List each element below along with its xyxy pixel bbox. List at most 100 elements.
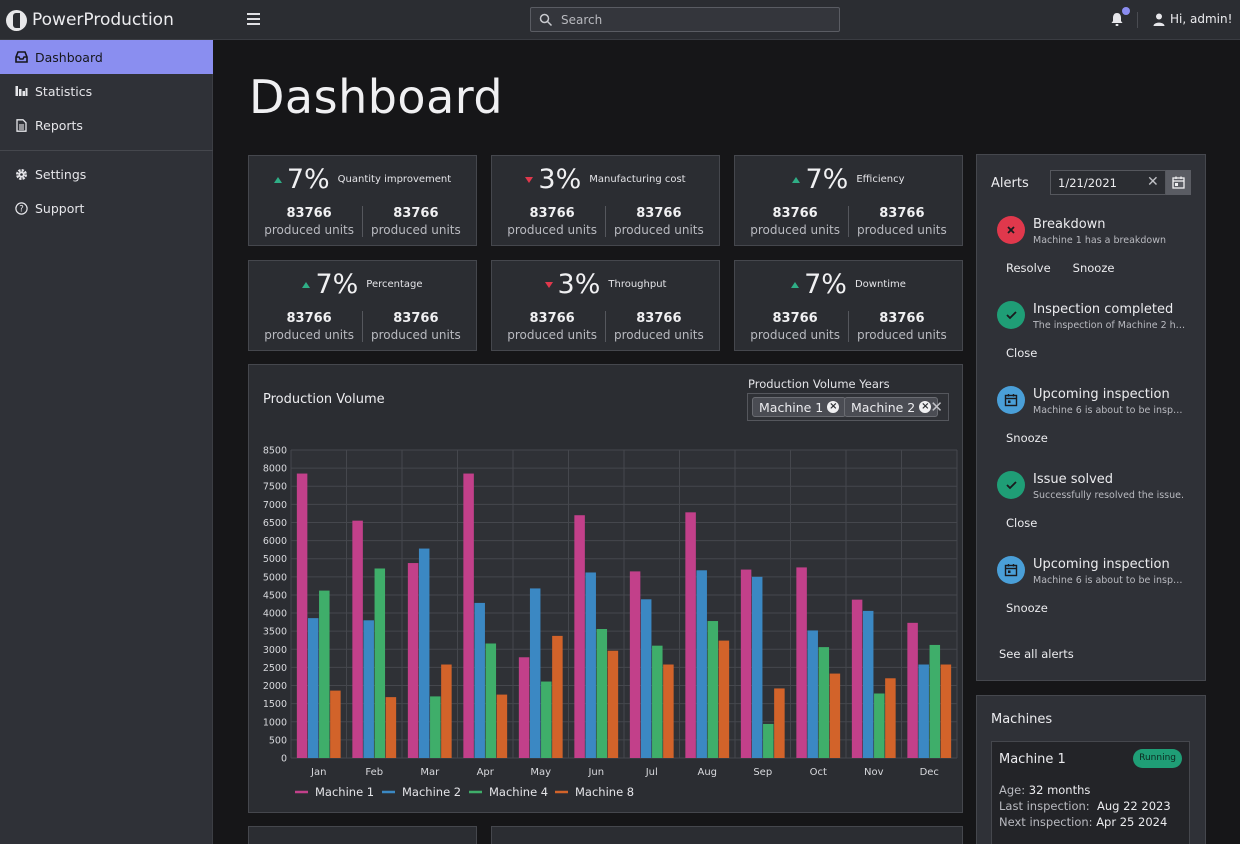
- kpi-value-column: 83766 produced units: [605, 206, 712, 237]
- legend-label: Machine 1: [315, 785, 374, 799]
- kpi-card: 7% Quantity improvement 83766 produced unit…: [248, 155, 477, 246]
- kpi-label: Downtime: [854, 279, 906, 290]
- machine-card[interactable]: Machine 1 Running Age: 32 months Last in…: [991, 741, 1190, 844]
- calendar-icon: [997, 386, 1025, 414]
- bar: [607, 650, 619, 758]
- y-tick-label: 1000: [263, 717, 287, 728]
- kpi-value-column: 83766 produced units: [499, 311, 605, 342]
- sidebar-item-support[interactable]: ? Support: [0, 191, 213, 225]
- sidebar-item-reports[interactable]: Reports: [0, 108, 213, 142]
- bar: [929, 644, 941, 758]
- alert-action-snooze-button[interactable]: Snooze: [1006, 601, 1048, 615]
- kpi-card: 7% Downtime 83766 produced units 83766 produc…: [734, 260, 963, 351]
- alert-action-close-button[interactable]: Close: [1006, 346, 1038, 360]
- y-tick-label: 2500: [263, 663, 287, 674]
- notification-dot: [1122, 7, 1130, 15]
- bar: [307, 618, 319, 758]
- alert-action-snooze-button[interactable]: Snooze: [1006, 431, 1048, 445]
- next-inspection-label: Next inspection:: [999, 815, 1093, 829]
- app-logo[interactable]: PowerProduction: [6, 8, 174, 32]
- bar: [918, 664, 929, 758]
- bar: [663, 664, 674, 758]
- error-icon: [997, 216, 1025, 244]
- kpi-value: 83766: [529, 206, 575, 221]
- bottom-panel: [491, 826, 963, 844]
- gear-icon: [14, 167, 28, 181]
- chip-label: Machine 2: [851, 399, 916, 415]
- bar: [774, 688, 785, 758]
- check-icon: [997, 301, 1025, 329]
- alert-actions: Close: [1006, 346, 1059, 360]
- bar: [330, 690, 341, 758]
- age-label: Age:: [999, 783, 1026, 797]
- clear-date-icon[interactable]: ✕: [1147, 174, 1159, 190]
- kpi-unit: produced units: [614, 328, 704, 342]
- kpi-value: 83766: [529, 311, 575, 326]
- alert-actions: Close: [1006, 516, 1059, 530]
- machine-filter-label: Production Volume Years: [748, 377, 890, 391]
- sidebar-item-label: Settings: [35, 166, 87, 182]
- date-input[interactable]: [1051, 171, 1143, 194]
- trend-up-icon: [302, 281, 311, 288]
- date-picker-button[interactable]: [1166, 170, 1191, 195]
- kpi-values: 83766 produced units 83766 produced units: [249, 311, 476, 342]
- kpi-value-column: 83766 produced units: [742, 311, 848, 342]
- y-tick-label: 5000: [263, 554, 287, 565]
- kpi-unit: produced units: [750, 223, 840, 237]
- sidebar-item-settings[interactable]: Settings: [0, 157, 213, 191]
- machine-filter[interactable]: Machine 1 × Machine 2 × ✕: [747, 393, 949, 421]
- kpi-unit: produced units: [857, 223, 947, 237]
- chip-remove-icon[interactable]: ×: [919, 401, 932, 413]
- kpi-percent: 7%: [805, 164, 849, 195]
- calendar-icon: [1172, 176, 1185, 189]
- clear-filter-icon[interactable]: ✕: [930, 398, 943, 416]
- kpi-values: 83766 produced units 83766 produced units: [735, 206, 962, 237]
- bell-icon[interactable]: [1110, 12, 1124, 27]
- search-input[interactable]: [561, 8, 831, 31]
- kpi-header: 7% Quantity improvement: [249, 164, 476, 195]
- menu-toggle-icon[interactable]: [247, 13, 260, 25]
- bar: [552, 635, 563, 758]
- machines-panel: Machines Machine 1 Running Age: 32 month…: [976, 695, 1206, 844]
- x-tick-label: Mar: [420, 767, 440, 778]
- sidebar-divider: [0, 150, 213, 151]
- bar: [874, 693, 885, 758]
- kpi-label: Efficiency: [856, 174, 905, 185]
- sidebar-item-dashboard[interactable]: Dashboard: [0, 40, 213, 74]
- alert-title: Breakdown: [1033, 217, 1106, 232]
- kpi-header: 3% Throughput: [492, 269, 719, 300]
- trend-down-icon: [544, 281, 553, 288]
- legend-label: Machine 4: [489, 785, 548, 799]
- alert-description: Machine 6 is about to be inspected.: [1033, 405, 1188, 416]
- y-tick-label: 3500: [263, 627, 287, 638]
- kpi-value: 83766: [393, 311, 439, 326]
- sidebar-item-statistics[interactable]: Statistics: [0, 74, 213, 108]
- alerts-title: Alerts: [991, 176, 1029, 191]
- kpi-value-column: 83766 produced units: [362, 206, 469, 237]
- search-box[interactable]: [530, 7, 840, 32]
- alert-title: Issue solved: [1033, 472, 1114, 487]
- chip-remove-icon[interactable]: ×: [827, 401, 840, 413]
- alerts-date-field[interactable]: ✕: [1050, 170, 1166, 195]
- kpi-value-column: 83766 produced units: [256, 206, 362, 237]
- machine-chip[interactable]: Machine 1 ×: [752, 397, 847, 417]
- bar: [496, 694, 508, 758]
- machine-chip[interactable]: Machine 2 ×: [844, 397, 939, 417]
- bar: [441, 664, 452, 758]
- bar: [940, 664, 952, 758]
- kpi-card: 7% Percentage 83766 produced units 83766 prod…: [248, 260, 477, 351]
- see-all-alerts-link[interactable]: See all alerts: [999, 647, 1074, 661]
- sidebar-item-label: Reports: [35, 117, 83, 133]
- alert-action-close-button[interactable]: Close: [1006, 516, 1038, 530]
- svg-text:?: ?: [19, 204, 24, 214]
- kpi-value: 83766: [772, 206, 818, 221]
- alert-action-resolve-button[interactable]: Resolve: [1006, 261, 1051, 275]
- alert-action-snooze-button[interactable]: Snooze: [1072, 261, 1115, 275]
- bar: [574, 515, 585, 758]
- kpi-value: 83766: [772, 311, 818, 326]
- bar: [696, 570, 707, 758]
- user-menu[interactable]: Hi, admin!: [1153, 12, 1232, 26]
- kpi-value: 83766: [286, 311, 332, 326]
- age-value: 32 months: [1028, 783, 1091, 797]
- calendar-icon: [997, 556, 1025, 584]
